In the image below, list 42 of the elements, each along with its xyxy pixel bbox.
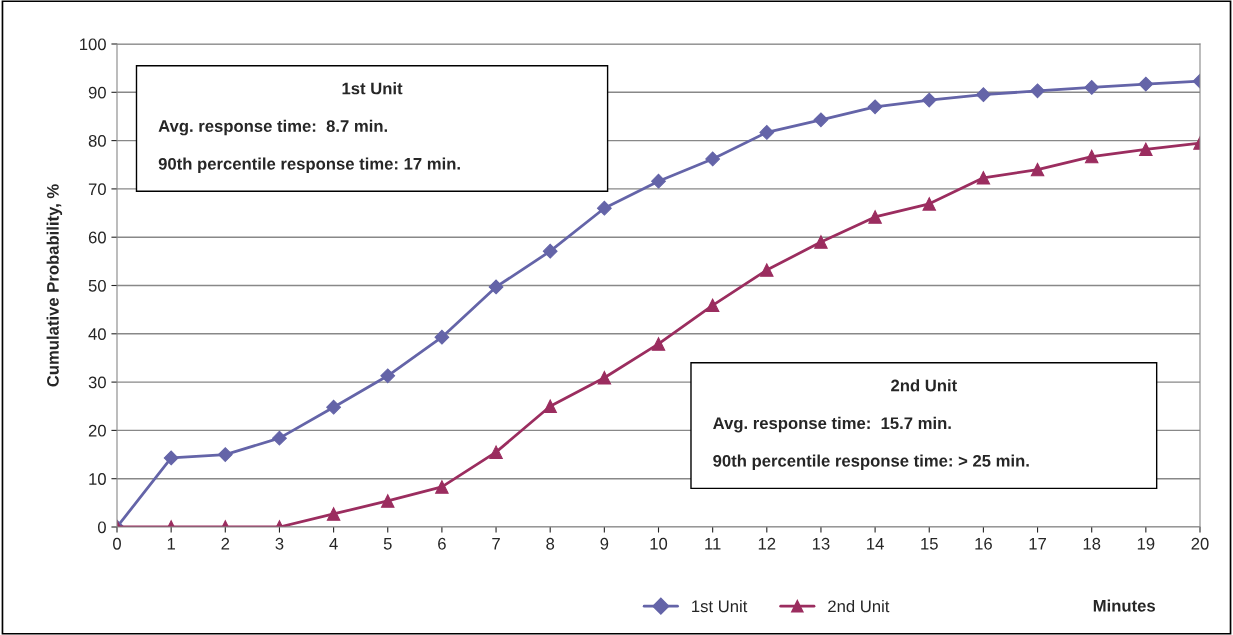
y-tick-label: 90: [88, 86, 106, 99]
y-tick-label: 80: [88, 135, 106, 147]
annotation: 90th percentile response time: 17 min.: [158, 157, 460, 173]
x-tick-label: 5: [383, 538, 392, 550]
y-tick-label: 30: [88, 376, 106, 389]
y-tick-label: 40: [88, 328, 106, 340]
x-tick-label: 3: [275, 537, 284, 550]
x-tick-label: 18: [1083, 537, 1101, 550]
annotation: 2nd Unit: [891, 379, 957, 392]
x-tick-label: 11: [705, 538, 721, 550]
x-tick-label: 17: [1029, 538, 1046, 550]
x-tick-label: 7: [492, 538, 500, 550]
x-tick-label: 9: [600, 537, 609, 550]
x-tick-label: 14: [867, 538, 884, 550]
x-tick-label: 4: [329, 538, 338, 550]
y-tick-label: 0: [97, 521, 106, 534]
annotation: 90th percentile response time: > 25 min.: [713, 454, 1029, 471]
x-tick-label: 13: [812, 537, 830, 550]
x-tick-label: 12: [758, 537, 776, 550]
annotation: Avg. response time: 8.7 min.: [158, 119, 388, 136]
x-tick-label: 8: [546, 537, 555, 550]
x-tick-label: 0: [113, 537, 121, 550]
y-tick-label: 50: [88, 279, 106, 292]
y-tick-label: 10: [89, 473, 106, 485]
annotation: 1st Unit: [342, 82, 403, 95]
x-tick-label: 6: [438, 537, 446, 550]
x-axis-title: Minutes: [1093, 599, 1155, 612]
legend-label: 2nd Unit: [828, 599, 890, 613]
y-tick-label: 60: [88, 231, 106, 244]
y-tick-label: 100: [80, 38, 106, 51]
x-tick-label: 20: [1191, 537, 1209, 550]
x-tick-label: 1: [167, 538, 175, 550]
x-tick-label: 15: [921, 538, 938, 550]
x-tick-label: 10: [650, 537, 668, 550]
annotation: Avg. response time: 15.7 min.: [713, 416, 951, 433]
x-tick-label: 19: [1137, 537, 1155, 550]
y-tick-label: 70: [88, 183, 106, 196]
legend-label: 1st Unit: [692, 599, 748, 613]
y-axis-title: Cumulative Probability, %: [46, 184, 63, 387]
y-tick-label: 20: [88, 424, 106, 437]
x-tick-label: 16: [975, 537, 992, 550]
x-tick-label: 2: [221, 537, 230, 550]
